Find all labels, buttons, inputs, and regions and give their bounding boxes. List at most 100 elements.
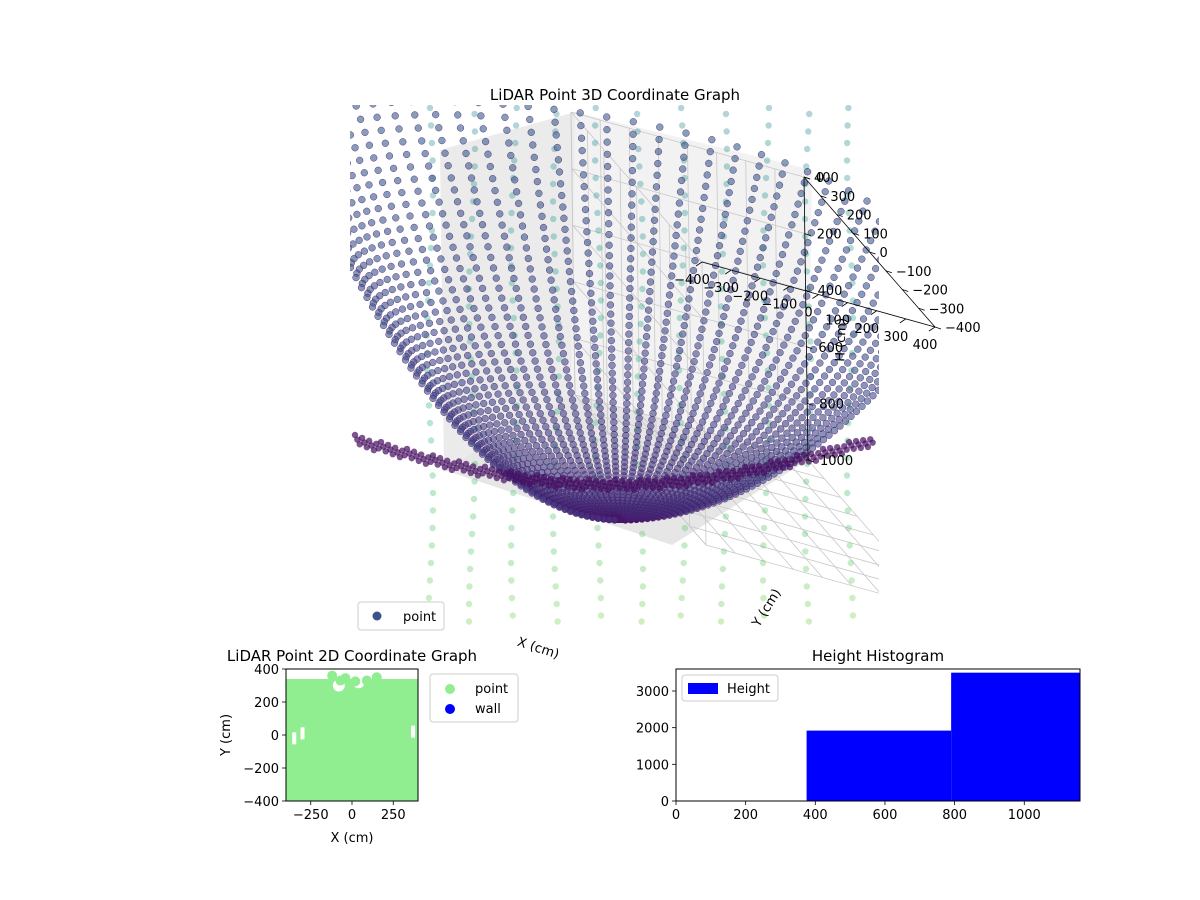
bowl-point-3d (818, 391, 826, 399)
bowl-point-3d (869, 392, 877, 400)
bowl-point-3d (460, 221, 468, 229)
bowl-point-3d (456, 427, 465, 436)
z-tick-3d: 200 (817, 228, 842, 243)
bowl-point-3d (478, 450, 487, 458)
bowl-point-3d (698, 325, 706, 333)
bowl-point-3d (456, 305, 464, 313)
bowl-point-3d (715, 459, 723, 467)
bowl-point-3d (445, 415, 454, 423)
wall-point-3d (843, 157, 851, 164)
bowl-point-3d (507, 151, 515, 160)
bowl-point-3d (388, 105, 394, 107)
wall-point-3d (508, 209, 515, 217)
bowl-point-3d (801, 332, 809, 340)
bowl-point-3d (411, 312, 420, 320)
bowl-point-3d (533, 403, 542, 411)
bowl-point-3d (552, 305, 560, 313)
bowl-point-3d (431, 277, 439, 285)
wall-point-3d (596, 559, 603, 567)
bowl-point-3d (443, 306, 451, 315)
bowl-point-3d (772, 382, 781, 390)
bowl-point-3d (764, 370, 773, 378)
legend-3d-marker (372, 611, 382, 621)
wall-point-3d (843, 454, 851, 462)
wall-point-3d (639, 600, 646, 608)
wall-point-3d (760, 209, 768, 217)
bowl-point-3d (798, 413, 806, 422)
wall-point-3d (680, 244, 687, 252)
bowl-point-3d (500, 304, 509, 312)
bowl-point-3d (735, 369, 743, 377)
wall-point-3d (429, 489, 437, 497)
bowl-point-3d (776, 349, 784, 357)
bowl-point-3d (576, 359, 584, 367)
gap-2d (300, 727, 305, 740)
bowl-point-3d (485, 304, 493, 312)
wall-point-3d (470, 495, 478, 503)
bowl-point-3d (609, 405, 617, 413)
bowl-point-3d (857, 395, 865, 403)
bowl-point-3d (573, 416, 581, 424)
wall-point-3d (760, 612, 768, 619)
bowl-point-3d (582, 217, 590, 225)
bowl-point-3d (524, 442, 533, 450)
bowl-point-3d (674, 413, 683, 421)
bowl-point-3d (686, 373, 694, 381)
bowl-point-3d (585, 417, 593, 425)
bowl-point-3d (401, 356, 410, 364)
bowl-point-3d (739, 443, 747, 451)
bowl-point-3d (642, 341, 650, 349)
wall-point-3d (466, 565, 474, 573)
bowl-point-3d (727, 286, 735, 294)
bowl-point-3d (726, 349, 734, 358)
bowl-point-3d (532, 423, 540, 431)
bowl-point-3d (575, 350, 583, 359)
bowl-point-3d (541, 234, 549, 243)
bowl-point-3d (816, 359, 824, 367)
bowl-point-3d (841, 410, 849, 419)
y-tick-3d: 300 (830, 190, 855, 205)
bowl-point-3d (547, 435, 555, 443)
x-tick-3d: 200 (854, 322, 879, 337)
wall-point-3d (554, 408, 561, 415)
bowl-point-3d (410, 105, 413, 106)
bowl-point-3d (663, 309, 671, 317)
chart-2d-title: LiDAR Point 2D Coordinate Graph (227, 647, 477, 665)
bowl-point-3d (868, 383, 876, 392)
bowl-point-3d (705, 159, 713, 167)
bowl-point-3d (720, 312, 728, 321)
bowl-point-3d (578, 374, 587, 383)
bowl-point-3d (458, 379, 466, 387)
bowl-point-3d (495, 284, 503, 292)
wall-point-3d (679, 122, 686, 129)
bowl-point-3d (867, 273, 875, 281)
bowl-point-3d (730, 452, 738, 460)
bowl-point-3d (569, 297, 577, 305)
wall-point-3d (597, 262, 604, 269)
bowl-point-3d (779, 303, 788, 311)
bowl-point-3d (772, 447, 781, 455)
bowl-point-3d (654, 159, 662, 168)
wall-point-3d (759, 559, 767, 567)
bowl-point-3d (389, 164, 398, 172)
wall-point-3d (681, 524, 689, 532)
y-tick-3d: 400 (814, 171, 839, 186)
bowl-point-3d (727, 445, 735, 453)
wall-point-3d (509, 489, 517, 497)
bowl-point-3d (551, 118, 559, 126)
bowl-point-3d (859, 338, 867, 346)
wall-point-3d (509, 612, 516, 619)
bowl-point-3d (840, 379, 848, 387)
bowl-point-3d (758, 452, 766, 461)
bowl-point-3d (493, 198, 501, 206)
bowl-point-3d (451, 421, 459, 429)
bowl-point-3d (792, 438, 800, 446)
x-tick-2d: −250 (293, 808, 329, 823)
bowl-point-3d (805, 458, 813, 465)
bowl-point-3d (414, 124, 422, 132)
bowl-point-3d (425, 319, 434, 327)
bowl-point-3d (592, 360, 600, 368)
bowl-point-3d (715, 447, 723, 455)
wall-point-3d (552, 268, 559, 275)
bowl-point-3d (497, 412, 505, 420)
